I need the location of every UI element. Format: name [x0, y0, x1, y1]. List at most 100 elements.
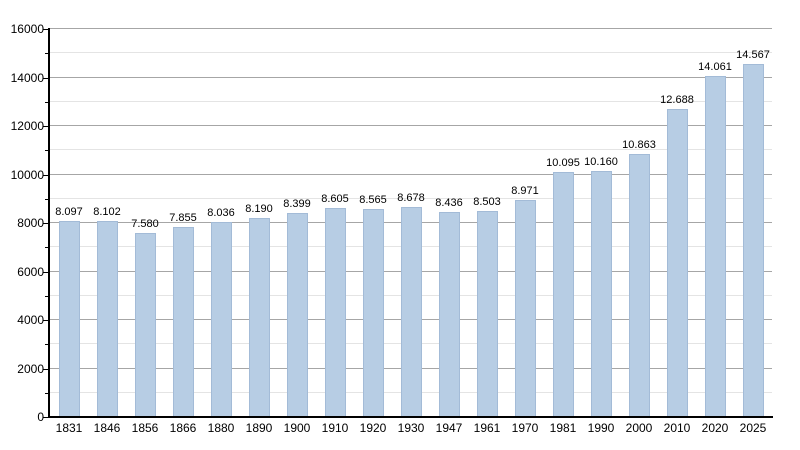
bar-1961 — [476, 210, 498, 417]
bar-1880 — [210, 222, 232, 417]
x-axis-label-1970: 1970 — [511, 421, 539, 435]
bar-value-label: 8.036 — [207, 207, 235, 220]
bar-1856 — [134, 233, 156, 417]
bar-value-label: 10.863 — [622, 138, 656, 151]
bar-slot-1920: 8.565 — [354, 29, 392, 417]
bar-2020 — [704, 76, 726, 417]
y-axis-label: 10000 — [10, 167, 44, 182]
x-axis-label-1866: 1866 — [169, 421, 197, 435]
bar-1890 — [248, 218, 270, 417]
y-axis-label: 8000 — [17, 216, 44, 230]
y-axis-tick — [45, 344, 48, 346]
bar-1970 — [514, 199, 536, 417]
y-axis-tick — [45, 53, 48, 55]
bar-1866 — [172, 226, 194, 417]
y-axis-tick — [43, 126, 48, 127]
bar-value-label: 8.097 — [55, 205, 83, 218]
bar-value-label: 7.855 — [169, 211, 197, 224]
x-axis-label-1990: 1990 — [587, 421, 615, 435]
y-axis-tick — [43, 77, 48, 79]
bar-1947 — [438, 212, 460, 417]
gridline-minor — [50, 197, 772, 199]
bar-value-label: 14.567 — [736, 48, 770, 61]
bar-1910 — [324, 208, 346, 417]
y-axis-label: 12000 — [10, 119, 44, 133]
x-axis-label-1846: 1846 — [93, 421, 121, 435]
bar-slot-2020: 14.061 — [696, 29, 734, 417]
bar-slot-1880: 8.036 — [202, 29, 240, 417]
bar-1981 — [552, 172, 574, 417]
bar-slot-2025: 14.567 — [734, 29, 772, 417]
y-axis-label: 0 — [37, 410, 44, 424]
bar-slot-2000: 10.863 — [620, 29, 658, 417]
x-axis-label-1930: 1930 — [397, 421, 425, 435]
x-axis-label-1947: 1947 — [435, 421, 463, 435]
gridline-major — [50, 76, 772, 78]
y-axis-label: 6000 — [17, 264, 44, 279]
x-axis-label-1900: 1900 — [283, 421, 311, 435]
x-axis-label-2010: 2010 — [663, 421, 691, 435]
bar-slot-1856: 7.580 — [126, 29, 164, 417]
bar-value-label: 8.399 — [283, 198, 311, 211]
y-axis-label: 16000 — [10, 22, 44, 36]
bar-slot-1910: 8.605 — [316, 29, 354, 417]
y-axis-tick — [43, 368, 48, 370]
x-axis-label-2020: 2020 — [701, 421, 729, 435]
bar-2010 — [666, 109, 688, 417]
gridline-minor — [50, 100, 772, 102]
bar-value-label: 8.436 — [435, 197, 463, 210]
x-axis-line — [48, 416, 773, 418]
y-axis-line — [48, 28, 50, 418]
bar-slot-1866: 7.855 — [164, 29, 202, 417]
bar-2025 — [742, 63, 764, 417]
x-axis-labels: 1831 1846 1856 1866 1880 1890 1900 1910 1920 1930… — [50, 421, 772, 435]
y-axis-tick — [45, 295, 48, 297]
bar-1831 — [58, 220, 80, 417]
bar-value-label: 14.061 — [698, 61, 732, 73]
bar-value-label: 10.160 — [584, 155, 618, 168]
x-axis-label-2000: 2000 — [625, 421, 653, 435]
bar-slot-1970: 8.971 — [506, 29, 544, 417]
bar-slot-1947: 8.436 — [430, 29, 468, 417]
bar-value-label: 8.678 — [397, 191, 425, 204]
x-axis-label-1880: 1880 — [207, 421, 235, 435]
bar-value-label: 8.102 — [93, 205, 121, 218]
y-axis-tick — [43, 174, 48, 176]
bar-value-label: 8.565 — [359, 194, 387, 207]
bar-value-label: 12.688 — [660, 94, 694, 107]
x-axis-label-1961: 1961 — [473, 421, 501, 435]
x-axis-label-1856: 1856 — [131, 421, 159, 435]
gridline-major — [50, 125, 772, 126]
plot-area: 8.097 8.102 7.580 7.855 8.036 8.190 8.399 8.605… — [50, 28, 772, 417]
gridline-minor — [50, 52, 772, 54]
bar-slot-1930: 8.678 — [392, 29, 430, 417]
bar-1990 — [590, 170, 612, 417]
y-axis-tick — [45, 150, 48, 152]
y-axis-label: 14000 — [10, 70, 44, 85]
gridline-minor — [50, 149, 772, 151]
bar-1920 — [362, 209, 384, 417]
bar-slot-1990: 10.160 — [582, 29, 620, 417]
bar-value-label: 8.190 — [245, 203, 273, 216]
bar-slot-1981: 10.095 — [544, 29, 582, 417]
bar-value-label: 8.605 — [321, 193, 349, 206]
y-axis-label: 2000 — [17, 361, 44, 376]
y-axis-tick — [43, 271, 48, 273]
bars-container: 8.097 8.102 7.580 7.855 8.036 8.190 8.399 8.605… — [50, 29, 772, 417]
bar-1900 — [286, 213, 308, 417]
x-axis-label-1831: 1831 — [55, 421, 83, 435]
y-axis-tick — [45, 247, 48, 249]
y-axis-tick — [43, 223, 48, 224]
bar-slot-1846: 8.102 — [88, 29, 126, 417]
bar-1846 — [96, 220, 118, 417]
bar-slot-1961: 8.503 — [468, 29, 506, 417]
gridline-major — [50, 173, 772, 175]
bar-value-label: 7.580 — [131, 218, 159, 231]
y-axis-tick — [43, 320, 48, 321]
gridline-major — [50, 28, 772, 29]
bar-value-label: 8.971 — [511, 184, 539, 197]
bar-1930 — [400, 206, 422, 417]
x-axis-label-1890: 1890 — [245, 421, 273, 435]
x-axis-label-2025: 2025 — [739, 421, 767, 435]
